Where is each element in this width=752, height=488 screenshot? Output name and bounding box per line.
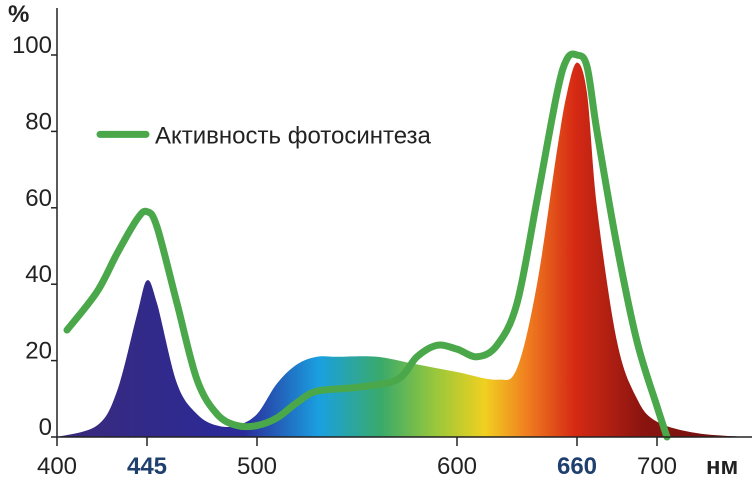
y-axis-label: % xyxy=(8,1,29,28)
y-tick-label: 60 xyxy=(25,185,52,212)
x-tick-label: 500 xyxy=(237,453,277,480)
y-tick-label: 40 xyxy=(25,261,52,288)
y-tick-label: 20 xyxy=(25,338,52,365)
y-tick-label: 0 xyxy=(39,414,52,441)
series-line xyxy=(63,50,671,441)
x-tick-label: 700 xyxy=(637,453,677,480)
legend-label: Активность фотосинтеза xyxy=(155,122,432,149)
x-axis-label: нм xyxy=(706,453,738,480)
x-tick-label: 445 xyxy=(127,453,167,480)
x-tick-label: 660 xyxy=(557,453,597,480)
y-tick-label: 100 xyxy=(12,32,52,59)
y-tick-label: 80 xyxy=(25,108,52,135)
x-tick-label: 400 xyxy=(37,453,77,480)
spectrum-area xyxy=(57,62,747,437)
x-tick-label: 600 xyxy=(437,453,477,480)
